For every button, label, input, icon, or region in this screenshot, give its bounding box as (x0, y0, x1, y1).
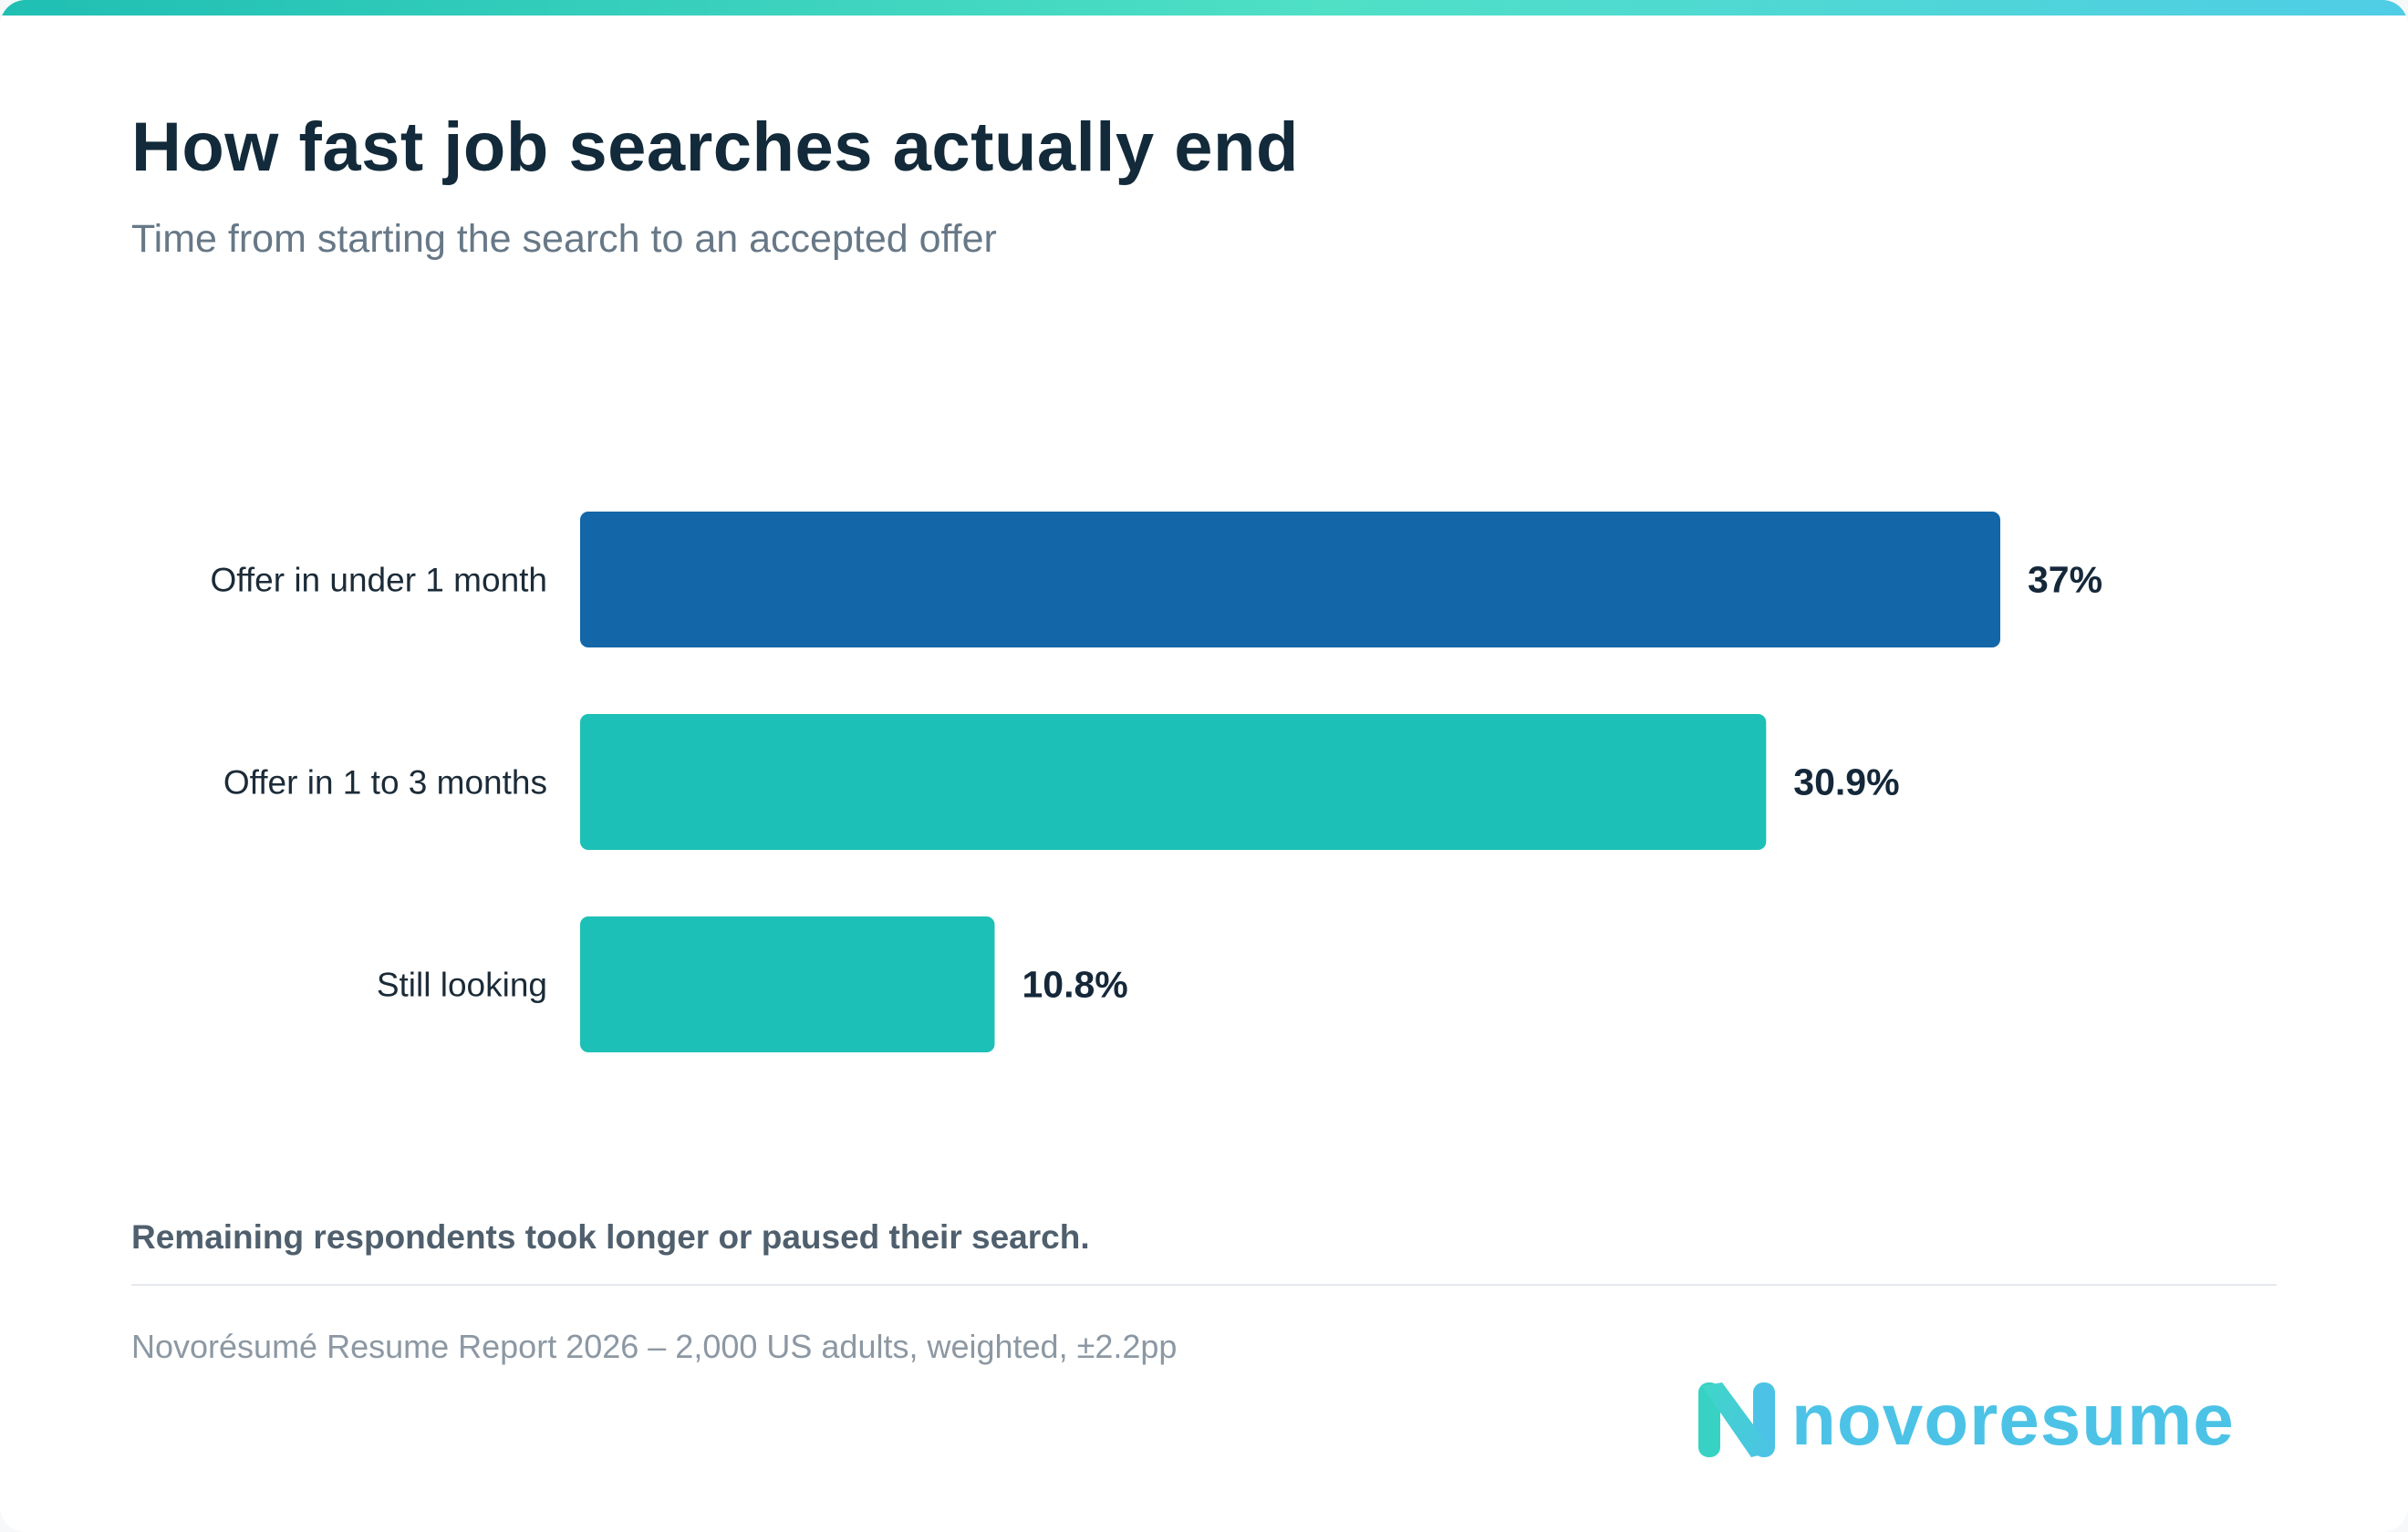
novoresume-logo-icon (1698, 1382, 1775, 1457)
footer-divider (131, 1284, 2277, 1286)
source-text: Novorésumé Resume Report 2026 – 2,000 US… (131, 1328, 1178, 1365)
bar (580, 714, 1767, 850)
value-label: 10.8% (1022, 964, 1127, 1006)
chart-note: Remaining respondents took longer or pau… (131, 1218, 1090, 1256)
brand-wordmark: novoresume (1791, 1379, 2235, 1460)
accent-top-bar (0, 0, 2408, 16)
bar (580, 916, 995, 1052)
brand-logo: novoresume (1695, 1379, 2235, 1461)
category-label: Offer in 1 to 3 months (223, 764, 547, 802)
value-label: 30.9% (1793, 761, 1899, 803)
category-label: Still looking (377, 967, 547, 1004)
bar (580, 512, 2000, 647)
chart-subtitle: Time from starting the search to an acce… (131, 217, 997, 261)
chart-title: How fast job searches actually end (131, 109, 1299, 186)
value-label: 37% (2028, 559, 2102, 601)
category-label: Offer in under 1 month (210, 562, 547, 599)
